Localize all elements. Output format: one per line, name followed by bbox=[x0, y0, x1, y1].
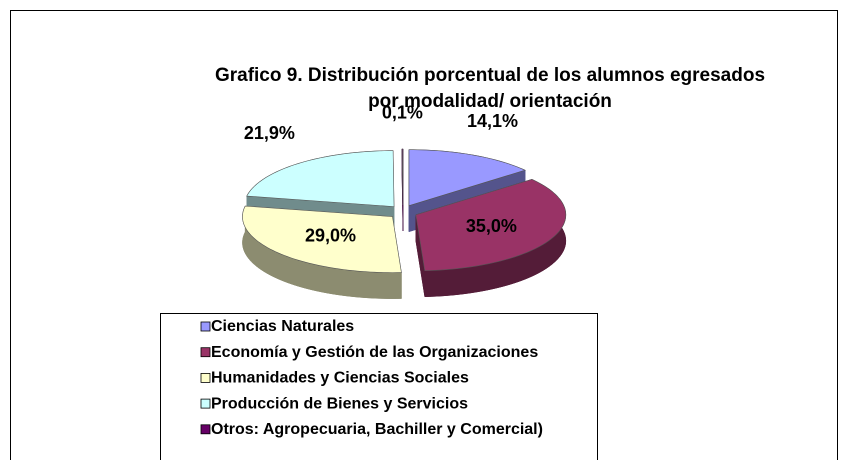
legend-swatch bbox=[200, 372, 211, 383]
chart-subtitle: por modalidad/ orientación bbox=[368, 91, 612, 112]
data-label: 29,0% bbox=[305, 226, 356, 246]
slice-top bbox=[246, 150, 395, 207]
data-label: 35,0% bbox=[466, 216, 517, 236]
legend-swatch bbox=[200, 321, 211, 332]
slice-top bbox=[408, 149, 526, 207]
legend-label: Economía y Gestión de las Organizaciones bbox=[211, 344, 538, 361]
legend-swatch bbox=[200, 347, 211, 358]
legend-swatch bbox=[200, 424, 211, 435]
legend-box bbox=[160, 313, 598, 460]
legend-label: Producción de Bienes y Servicios bbox=[211, 395, 468, 412]
slice-top bbox=[242, 205, 402, 273]
slice-top bbox=[401, 148, 404, 206]
data-label: 21,9% bbox=[244, 123, 295, 143]
data-label: 14,1% bbox=[467, 111, 518, 131]
data-label: 0,1% bbox=[382, 103, 423, 123]
legend-label: Humanidades y Ciencias Sociales bbox=[211, 370, 469, 387]
legend-swatch bbox=[200, 398, 211, 409]
legend-label: Ciencias Naturales bbox=[211, 318, 354, 335]
chart-title: Grafico 9. Distribución porcentual de lo… bbox=[215, 65, 765, 86]
legend-label: Otros: Agropecuaria, Bachiller y Comerci… bbox=[211, 421, 543, 438]
slice bbox=[242, 205, 402, 299]
slice-top bbox=[415, 179, 567, 272]
slice bbox=[415, 178, 567, 297]
slice bbox=[401, 148, 404, 232]
